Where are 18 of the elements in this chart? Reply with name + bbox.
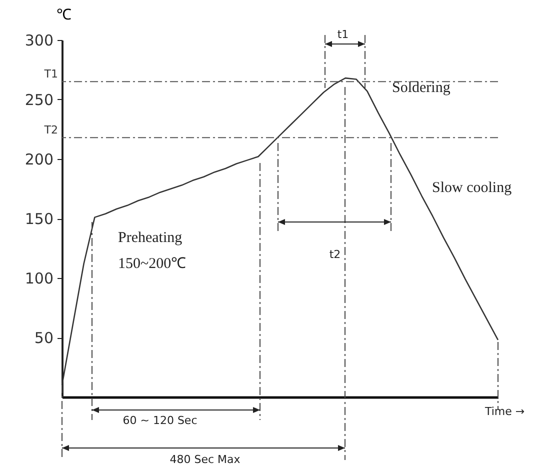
annotation: 150~200℃	[118, 256, 186, 272]
annotation: t2	[329, 248, 341, 261]
annotation: Preheating	[118, 230, 183, 246]
text: Time →	[484, 405, 525, 418]
y-tick-label: 50	[34, 329, 54, 347]
text: 480 Sec Max	[170, 453, 241, 466]
y-axis-title: ℃	[56, 8, 72, 24]
y-tick-label: 250	[24, 91, 54, 109]
y-tick-label: 200	[24, 150, 54, 168]
annotation: Slow cooling	[432, 180, 512, 196]
annotation: Soldering	[392, 80, 451, 96]
ref-line-label: T1	[43, 68, 58, 81]
y-tick-label: 300	[24, 32, 54, 50]
ref-line-label: T2	[43, 124, 58, 137]
annotation: t1	[337, 28, 349, 41]
y-tick-label: 150	[24, 210, 54, 228]
y-tick-label: 100	[24, 270, 54, 288]
text: 60 ~ 120 Sec	[122, 414, 198, 427]
